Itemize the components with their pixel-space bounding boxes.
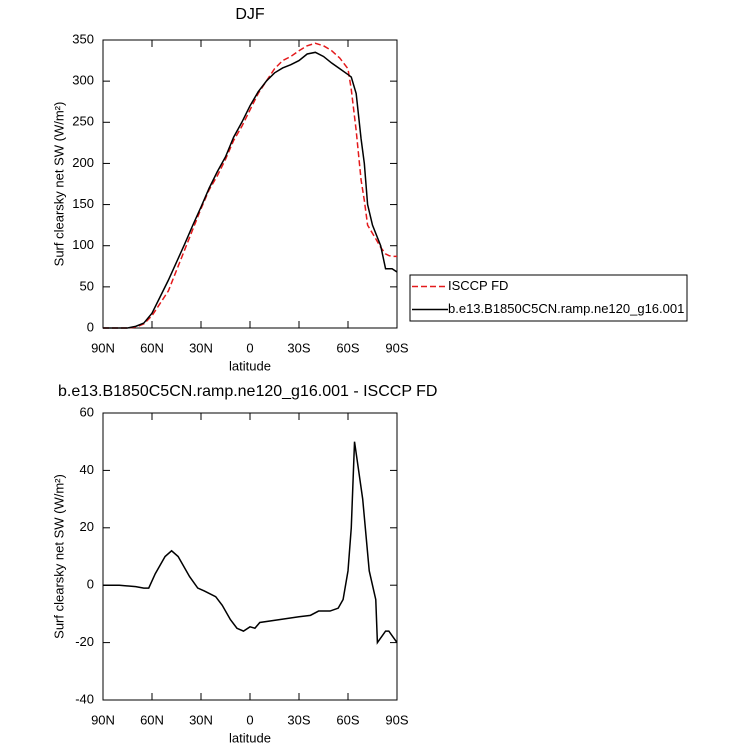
x-tick-label: 90N <box>91 340 115 355</box>
y-tick-label: 60 <box>80 404 94 419</box>
y-tick-label: 20 <box>80 519 94 534</box>
plot-frame <box>102 412 398 701</box>
y-tick-label: 350 <box>72 31 94 46</box>
x-tick-label: 0 <box>246 340 253 355</box>
legend-box <box>409 274 688 322</box>
y-tick-label: 0 <box>87 319 94 334</box>
x-tick-label: 30N <box>189 712 213 727</box>
y-tick-label: 100 <box>72 237 94 252</box>
x-tick-label: 90N <box>91 712 115 727</box>
x-tick-label: 90S <box>385 712 408 727</box>
data-line <box>103 441 398 645</box>
y-tick-label: 250 <box>72 114 94 129</box>
y-tick-label: -40 <box>75 691 94 706</box>
y-tick-label: 150 <box>72 196 94 211</box>
y-axis-label: Surf clearsky net SW (W/m²) <box>51 474 66 639</box>
y-tick-label: 50 <box>80 278 94 293</box>
x-tick-label: 60S <box>336 712 359 727</box>
y-tick-label: 300 <box>72 73 94 88</box>
chart-title: DJF <box>235 6 265 23</box>
y-axis-label: Surf clearsky net SW (W/m²) <box>51 102 66 267</box>
x-axis-label: latitude <box>229 358 271 373</box>
data-line <box>103 51 398 329</box>
x-tick-label: 30S <box>287 340 310 355</box>
legend-label: ISCCP FD <box>448 278 508 293</box>
x-tick-label: 90S <box>385 340 408 355</box>
x-tick-label: 30S <box>287 712 310 727</box>
x-tick-label: 60S <box>336 340 359 355</box>
x-tick-label: 60N <box>140 340 164 355</box>
legend-label: b.e13.B1850C5CN.ramp.ne120_g16.001 <box>448 301 684 316</box>
data-line <box>103 42 397 329</box>
x-tick-label: 0 <box>246 712 253 727</box>
chart-title: b.e13.B1850C5CN.ramp.ne120_g16.001 - ISC… <box>58 383 437 400</box>
y-tick-label: 0 <box>87 577 94 592</box>
y-tick-label: 200 <box>72 155 94 170</box>
x-tick-label: 30N <box>189 340 213 355</box>
x-axis-label: latitude <box>229 730 271 745</box>
y-tick-label: 40 <box>80 462 94 477</box>
y-tick-label: -20 <box>75 634 94 649</box>
x-tick-label: 60N <box>140 712 164 727</box>
